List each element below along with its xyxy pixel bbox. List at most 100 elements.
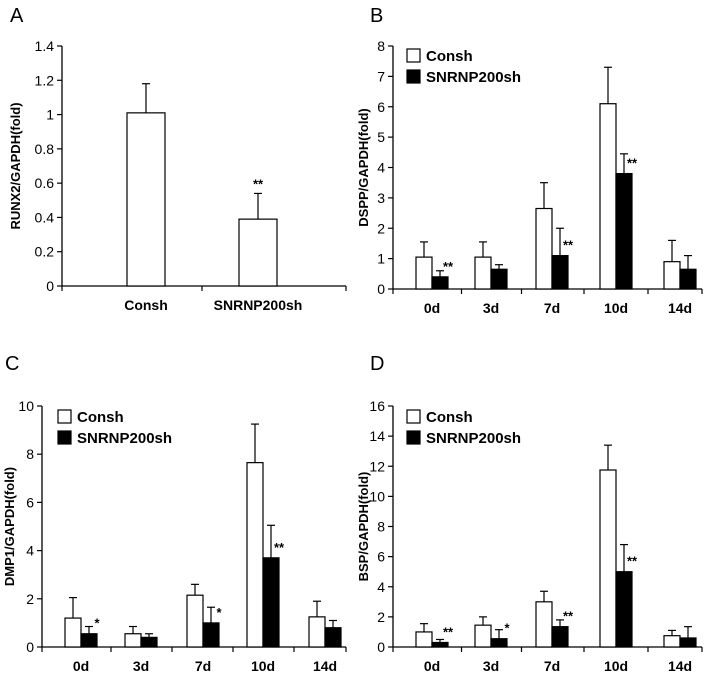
x-tick-label-b: 3d — [483, 300, 499, 316]
y-tick-label-d: 8 — [377, 519, 385, 535]
y-tick-label-b: 5 — [377, 129, 385, 145]
significance-d-0d: ** — [443, 624, 454, 639]
bar-c-snrnp200sh-14d — [324, 627, 342, 648]
bar-c-consh-3d — [124, 633, 142, 648]
x-tick-label-b: 0d — [424, 300, 440, 316]
significance-c-7d: * — [216, 605, 222, 620]
y-tick-label-b: 2 — [377, 220, 385, 236]
legend-swatch-d-snrnp200sh — [406, 430, 421, 445]
bar-c-consh-7d — [186, 594, 204, 648]
y-tick-label-d: 0 — [377, 639, 385, 655]
y-axis-label-d: BSP/GAPDH(fold) — [356, 472, 371, 582]
y-tick-label-c: 2 — [26, 591, 34, 607]
y-axis-label-a: RUNX2/GAPDH(fold) — [8, 102, 23, 229]
y-tick-label-b: 4 — [377, 160, 385, 176]
x-tick-label-a: SNRNP200sh — [214, 297, 303, 313]
significance-b-10d: ** — [627, 156, 638, 171]
legend-swatch-c-snrnp200sh — [57, 430, 72, 445]
x-tick-label-c: 3d — [133, 658, 149, 674]
bar-d-snrnp200sh-10d — [615, 571, 633, 648]
y-tick-label-a: 0.4 — [35, 209, 55, 225]
x-tick-label-b: 7d — [544, 300, 560, 316]
bar-d-consh-0d — [415, 631, 433, 648]
panel-label-d: D — [370, 353, 384, 375]
legend-swatch-b-consh — [406, 48, 421, 63]
bar-b-snrnp200sh-7d — [551, 254, 569, 290]
bar-d-consh-10d — [599, 469, 617, 648]
y-tick-label-c: 4 — [26, 543, 34, 559]
bar-c-consh-14d — [308, 616, 326, 648]
y-tick-label-a: 0 — [46, 278, 54, 294]
legend-label-d-snrnp200sh: SNRNP200sh — [426, 430, 521, 447]
x-tick-label-d: 7d — [544, 658, 560, 674]
y-tick-label-a: 0.2 — [35, 244, 55, 260]
bar-d-snrnp200sh-0d — [431, 641, 449, 648]
bar-d-consh-14d — [663, 635, 681, 648]
significance-d-7d: ** — [563, 609, 574, 624]
y-tick-label-a: 1 — [46, 107, 54, 123]
bar-b-consh-10d — [599, 103, 617, 290]
bar-b-consh-0d — [415, 256, 433, 290]
y-tick-label-b: 8 — [377, 38, 385, 54]
y-tick-label-d: 12 — [369, 458, 385, 474]
bar-a-consh — [126, 112, 166, 287]
x-tick-label-c: 10d — [251, 658, 275, 674]
bar-d-consh-7d — [535, 601, 553, 648]
y-axis-label-c: DMP1/GAPDH(fold) — [2, 467, 17, 586]
significance-c-10d: ** — [274, 540, 285, 555]
y-tick-label-d: 10 — [369, 488, 385, 504]
significance-d-10d: ** — [627, 554, 638, 569]
bar-d-consh-3d — [474, 624, 492, 648]
bar-b-snrnp200sh-14d — [679, 268, 697, 290]
x-tick-label-d: 0d — [424, 658, 440, 674]
y-tick-label-b: 6 — [377, 99, 385, 115]
x-tick-label-b: 14d — [668, 300, 692, 316]
x-tick-label-c: 7d — [195, 658, 211, 674]
y-tick-label-c: 10 — [18, 398, 34, 414]
bar-c-consh-0d — [64, 617, 82, 648]
significance-a-snrnp200sh: ** — [253, 176, 264, 191]
y-tick-label-d: 6 — [377, 549, 385, 565]
y-tick-label-a: 1.2 — [35, 72, 55, 88]
panel-label-a: A — [10, 5, 24, 27]
y-tick-label-d: 2 — [377, 609, 385, 625]
bar-b-snrnp200sh-10d — [615, 172, 633, 290]
bar-b-consh-3d — [474, 256, 492, 290]
x-tick-label-d: 10d — [604, 658, 628, 674]
bar-b-snrnp200sh-3d — [490, 268, 508, 290]
bar-d-snrnp200sh-14d — [679, 637, 697, 648]
bar-b-consh-14d — [663, 261, 681, 290]
y-tick-label-b: 7 — [377, 68, 385, 84]
panel-label-b: B — [370, 5, 383, 27]
y-tick-label-c: 0 — [26, 639, 34, 655]
legend-swatch-c-consh — [57, 409, 72, 424]
bar-c-snrnp200sh-3d — [140, 636, 158, 648]
x-tick-label-b: 10d — [604, 300, 628, 316]
significance-c-0d: * — [94, 616, 100, 631]
significance-d-3d: * — [504, 621, 510, 636]
bar-b-snrnp200sh-0d — [431, 276, 449, 290]
y-tick-label-d: 4 — [377, 579, 385, 595]
x-tick-label-d: 3d — [483, 658, 499, 674]
legend-swatch-b-snrnp200sh — [406, 69, 421, 84]
y-tick-label-d: 16 — [369, 398, 385, 414]
bar-c-consh-10d — [246, 462, 264, 648]
bar-a-snrnp200sh — [238, 218, 278, 287]
x-tick-label-c: 14d — [313, 658, 337, 674]
y-tick-label-a: 0.8 — [35, 141, 55, 157]
x-tick-label-c: 0d — [73, 658, 89, 674]
legend-label-c-snrnp200sh: SNRNP200sh — [77, 430, 172, 447]
y-tick-label-a: 0.6 — [35, 175, 55, 191]
bar-d-snrnp200sh-3d — [490, 638, 508, 648]
bar-d-snrnp200sh-7d — [551, 626, 569, 648]
bar-c-snrnp200sh-0d — [80, 633, 98, 648]
bar-c-snrnp200sh-10d — [262, 557, 280, 648]
bar-b-consh-7d — [535, 207, 553, 290]
significance-b-0d: ** — [443, 259, 454, 274]
y-tick-label-c: 8 — [26, 446, 34, 462]
significance-b-7d: ** — [563, 238, 574, 253]
x-tick-label-d: 14d — [668, 658, 692, 674]
y-tick-label-b: 0 — [377, 281, 385, 297]
panel-label-c: C — [5, 353, 19, 375]
